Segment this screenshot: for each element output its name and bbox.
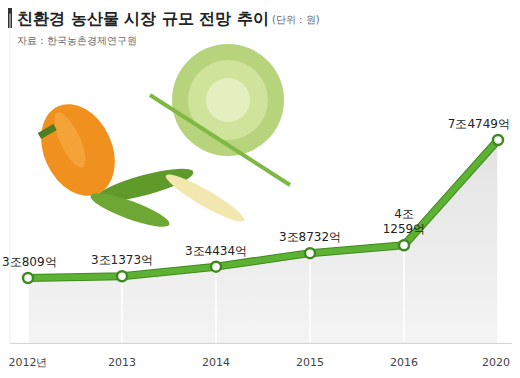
line xyxy=(28,140,498,278)
pepper-stem xyxy=(38,124,57,139)
data-label: 4조1259억 xyxy=(383,207,426,236)
drop-line xyxy=(215,267,217,344)
data-label: 3조809억 xyxy=(2,255,57,269)
drop-line xyxy=(497,140,499,343)
plot-area xyxy=(23,135,503,343)
x-tick-label: 2015 xyxy=(296,356,324,369)
data-label-line: 4조 xyxy=(394,207,414,221)
marker xyxy=(23,273,33,283)
onion-stalk xyxy=(150,95,290,185)
area xyxy=(28,140,498,343)
x-axis-line xyxy=(10,343,512,344)
data-label-line: 7조4749억 xyxy=(448,117,510,131)
subtitle: (단위 : 원) xyxy=(272,14,320,25)
line-shadow xyxy=(28,140,498,278)
data-label: 3조8732억 xyxy=(279,230,341,244)
y-axis-line xyxy=(10,14,11,344)
marker xyxy=(117,271,127,281)
x-tick-label: 2013 xyxy=(108,356,136,369)
pepper-shine xyxy=(48,109,91,172)
marker xyxy=(493,135,503,145)
decoration xyxy=(27,44,290,233)
data-label-line: 3조1373억 xyxy=(91,253,153,267)
chart-svg: 친환경 농산물 시장 규모 전망 추이(단위 : 원) 자료 : 한국농촌경제연구… xyxy=(0,0,520,378)
cabbage xyxy=(172,44,284,156)
data-label: 3조4434억 xyxy=(185,244,247,258)
pea-pod xyxy=(87,187,172,233)
drop-line xyxy=(403,245,405,343)
data-label-line: 3조809억 xyxy=(2,255,57,269)
source: 자료 : 한국농촌경제연구원 xyxy=(17,35,137,46)
title: 친환경 농산물 시장 규모 전망 추이 xyxy=(17,9,269,28)
corn xyxy=(162,169,248,228)
marker xyxy=(399,240,409,250)
x-tick-label: 2014 xyxy=(202,356,230,369)
drop-line xyxy=(27,278,29,343)
x-tick-label: 2020 xyxy=(482,356,510,369)
x-tick-label: 2016 xyxy=(390,356,418,369)
data-label-line: 3조8732억 xyxy=(279,230,341,244)
cabbage-core xyxy=(206,78,250,122)
marker xyxy=(211,262,221,272)
data-label-line: 3조4434억 xyxy=(185,244,247,258)
data-label: 7조4749억 xyxy=(448,117,510,131)
marker xyxy=(305,248,315,258)
data-label-line: 1259억 xyxy=(383,222,426,236)
drop-line xyxy=(309,253,311,343)
x-tick-label: 2012년 xyxy=(9,356,48,369)
drop-line xyxy=(121,276,123,343)
chart-container: 친환경 농산물 시장 규모 전망 추이(단위 : 원) 자료 : 한국농촌경제연구… xyxy=(0,0,520,378)
data-label: 3조1373억 xyxy=(91,253,153,267)
